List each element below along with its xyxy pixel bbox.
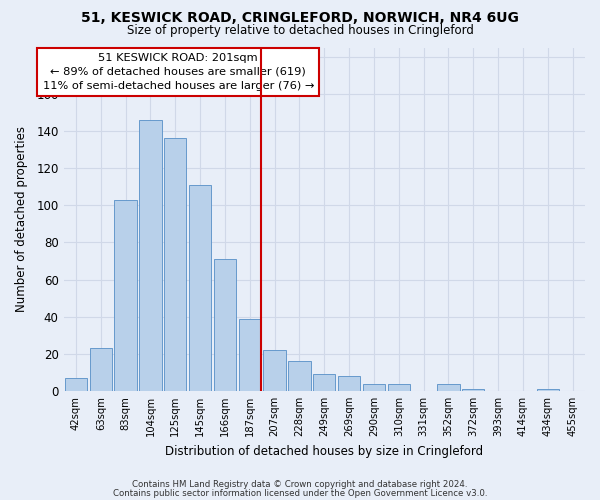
Bar xyxy=(536,389,559,391)
Bar xyxy=(437,384,460,391)
Bar xyxy=(462,389,484,391)
Bar xyxy=(313,374,335,391)
Bar xyxy=(263,350,286,391)
Bar xyxy=(338,376,360,391)
Bar xyxy=(288,361,311,391)
Bar xyxy=(115,200,137,391)
Bar xyxy=(214,259,236,391)
Text: Contains public sector information licensed under the Open Government Licence v3: Contains public sector information licen… xyxy=(113,488,487,498)
Text: 51, KESWICK ROAD, CRINGLEFORD, NORWICH, NR4 6UG: 51, KESWICK ROAD, CRINGLEFORD, NORWICH, … xyxy=(81,11,519,25)
Bar xyxy=(363,384,385,391)
Y-axis label: Number of detached properties: Number of detached properties xyxy=(15,126,28,312)
X-axis label: Distribution of detached houses by size in Cringleford: Distribution of detached houses by size … xyxy=(165,444,484,458)
Bar xyxy=(388,384,410,391)
Bar xyxy=(164,138,187,391)
Bar xyxy=(239,318,261,391)
Bar xyxy=(89,348,112,391)
Bar xyxy=(189,185,211,391)
Text: Contains HM Land Registry data © Crown copyright and database right 2024.: Contains HM Land Registry data © Crown c… xyxy=(132,480,468,489)
Text: Size of property relative to detached houses in Cringleford: Size of property relative to detached ho… xyxy=(127,24,473,37)
Bar xyxy=(139,120,161,391)
Bar xyxy=(65,378,87,391)
Text: 51 KESWICK ROAD: 201sqm
← 89% of detached houses are smaller (619)
11% of semi-d: 51 KESWICK ROAD: 201sqm ← 89% of detache… xyxy=(43,52,314,90)
